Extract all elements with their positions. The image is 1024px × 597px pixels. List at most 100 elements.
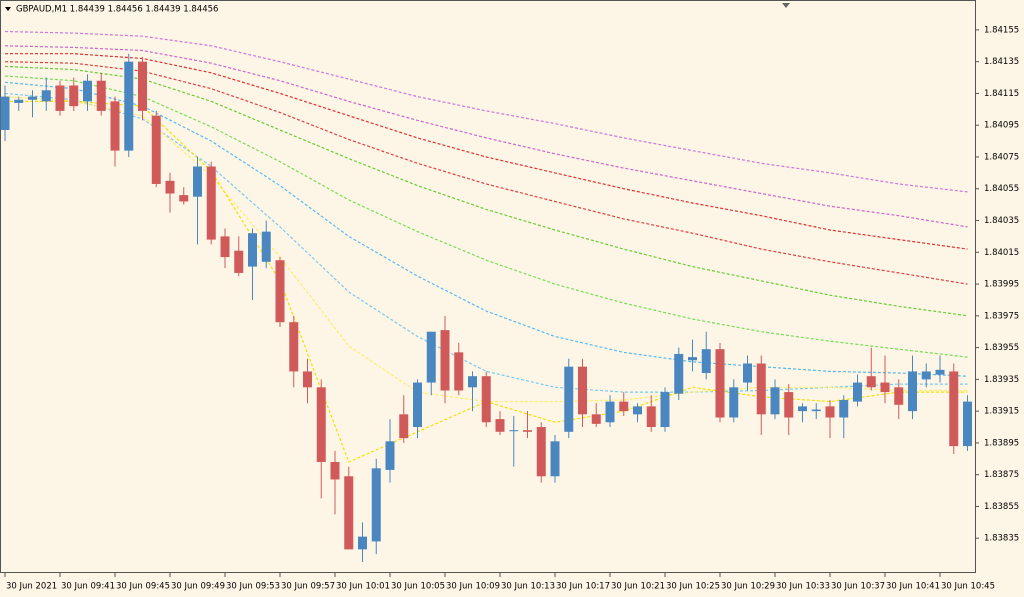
candle-body [193,166,202,197]
candle-body [344,476,354,550]
candle-body [894,387,904,405]
y-tick-label: 1.84035 [984,216,1019,226]
candle-body [798,406,807,412]
x-tick-label: 30 Jun 09:45 [116,582,170,592]
candle-body [399,414,409,439]
y-tick-label: 1.83995 [984,280,1019,290]
candle-body [701,349,711,374]
y-tick-label: 1.84115 [984,89,1019,99]
y-tick-label: 1.83935 [984,375,1019,385]
candle-body [261,231,271,262]
candle-body [206,166,216,240]
x-tick-label: 30 Jun 10:01 [336,582,390,592]
ma-ribbon [4,92,968,393]
x-tick-label: 30 Jun 10:41 [886,582,940,592]
candle-body [811,409,821,412]
y-tick-label: 1.84055 [984,184,1019,194]
candle-body [646,406,656,428]
x-tick-label: 30 Jun 09:41 [61,582,115,592]
candle-body [41,90,51,102]
candle-body [674,353,684,394]
candle-body [660,392,670,428]
candle-body [55,85,65,111]
x-tick-label: 30 Jun 10:13 [501,582,555,592]
x-tick-label: 30 Jun 10:09 [446,582,500,592]
candle-body [853,382,862,402]
y-tick-label: 1.84015 [984,248,1019,258]
x-tick-label: 30 Jun 09:53 [226,582,280,592]
menu-arrow[interactable] [5,7,11,11]
y-tick-label: 1.84075 [984,152,1019,162]
y-tick-label: 1.84155 [984,25,1019,35]
candle-body [96,80,106,111]
y-tick-label: 1.84135 [984,57,1019,67]
x-tick-label: 30 Jun 10:29 [721,582,775,592]
candle-body [536,427,546,477]
candle-body [839,400,849,418]
candle-body [275,260,285,323]
candle-body [0,96,10,130]
x-tick-label: 30 Jun 09:49 [171,582,225,592]
ma-ribbon [4,65,968,317]
y-tick-label: 1.83895 [984,438,1019,448]
candle-body [165,180,175,194]
ma-ribbon [4,81,968,377]
candle-body [69,85,79,107]
candle-body [688,357,697,361]
x-tick-label: 30 Jun 10:37 [831,582,885,592]
candle-body [28,96,37,100]
candle-body [454,352,464,391]
x-tick-label: 30 Jun 2021 [6,582,57,592]
y-tick-label: 1.83875 [984,470,1019,480]
ma-ribbon [5,53,968,250]
candle-body [14,99,24,103]
candle-body [729,387,739,418]
candle-body [784,392,794,418]
candle-body [303,371,312,388]
candle-body [743,363,752,383]
x-tick-label: 30 Jun 10:21 [611,582,665,592]
plot-frame [0,0,976,573]
candle-body [509,430,519,432]
candle-body [550,441,560,477]
candle-body [523,430,532,432]
x-tick-label: 30 Jun 10:05 [391,582,445,592]
y-tick-label: 1.83975 [984,311,1019,321]
candle-body [495,419,505,432]
candle-body [564,366,574,432]
candle-body [358,536,367,550]
candle-body [619,401,629,412]
ma-ribbon [4,75,968,358]
y-tick-label: 1.83955 [984,343,1019,353]
candle-body [110,101,120,151]
candle-body [866,376,876,388]
candle-body [633,406,642,415]
candle-body [468,376,477,388]
candle-body [756,363,766,415]
x-tick-label: 30 Jun 10:33 [776,582,830,592]
candle-body [234,250,244,273]
candle-body [83,80,92,102]
ma-ribbon [4,45,968,228]
candle-body [591,414,601,424]
y-tick-label: 1.83835 [984,534,1019,544]
ma-ribbon [4,61,968,285]
candle-body [908,371,917,412]
y-tick-label: 1.83915 [984,407,1019,417]
candle-body [578,366,587,415]
candle-body [935,369,945,375]
candle-body [825,406,835,418]
candle-body [880,382,890,393]
candle-body [963,401,972,447]
candle-body [440,330,450,391]
candle-body [770,387,780,415]
candle-body [715,349,725,418]
candle-body [151,115,161,184]
x-tick-label: 30 Jun 10:45 [941,582,995,592]
candle-body [413,382,422,428]
candle-body [385,441,395,470]
candle-body [316,387,326,462]
candle-body [426,331,436,383]
